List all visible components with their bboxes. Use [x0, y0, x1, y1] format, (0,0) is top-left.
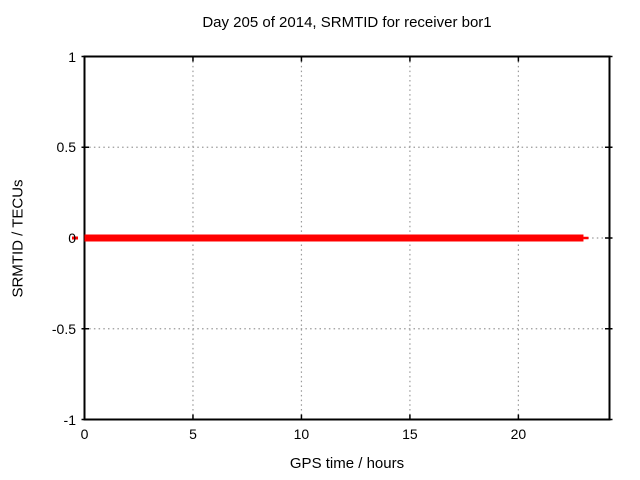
y-tick-label-0: 0: [68, 230, 76, 246]
x-tick-label-20: 20: [510, 426, 527, 442]
x-tick-label-15: 15: [402, 426, 418, 442]
x-tick-label-0: 0: [80, 426, 89, 442]
y-tick-label-1: 1: [68, 48, 76, 65]
x-tick-label-5: 5: [189, 426, 197, 442]
chart-title: Day 205 of 2014, SRMTID for receiver bor…: [202, 14, 492, 31]
y-tick-label--0.5: -0.5: [51, 320, 76, 337]
x-tick-label-10: 10: [293, 426, 310, 442]
x-axis-label: GPS time / hours: [289, 455, 405, 472]
y-tick-label--1: -1: [63, 411, 76, 428]
y-tick-label-0.5: 0.5: [56, 139, 76, 156]
